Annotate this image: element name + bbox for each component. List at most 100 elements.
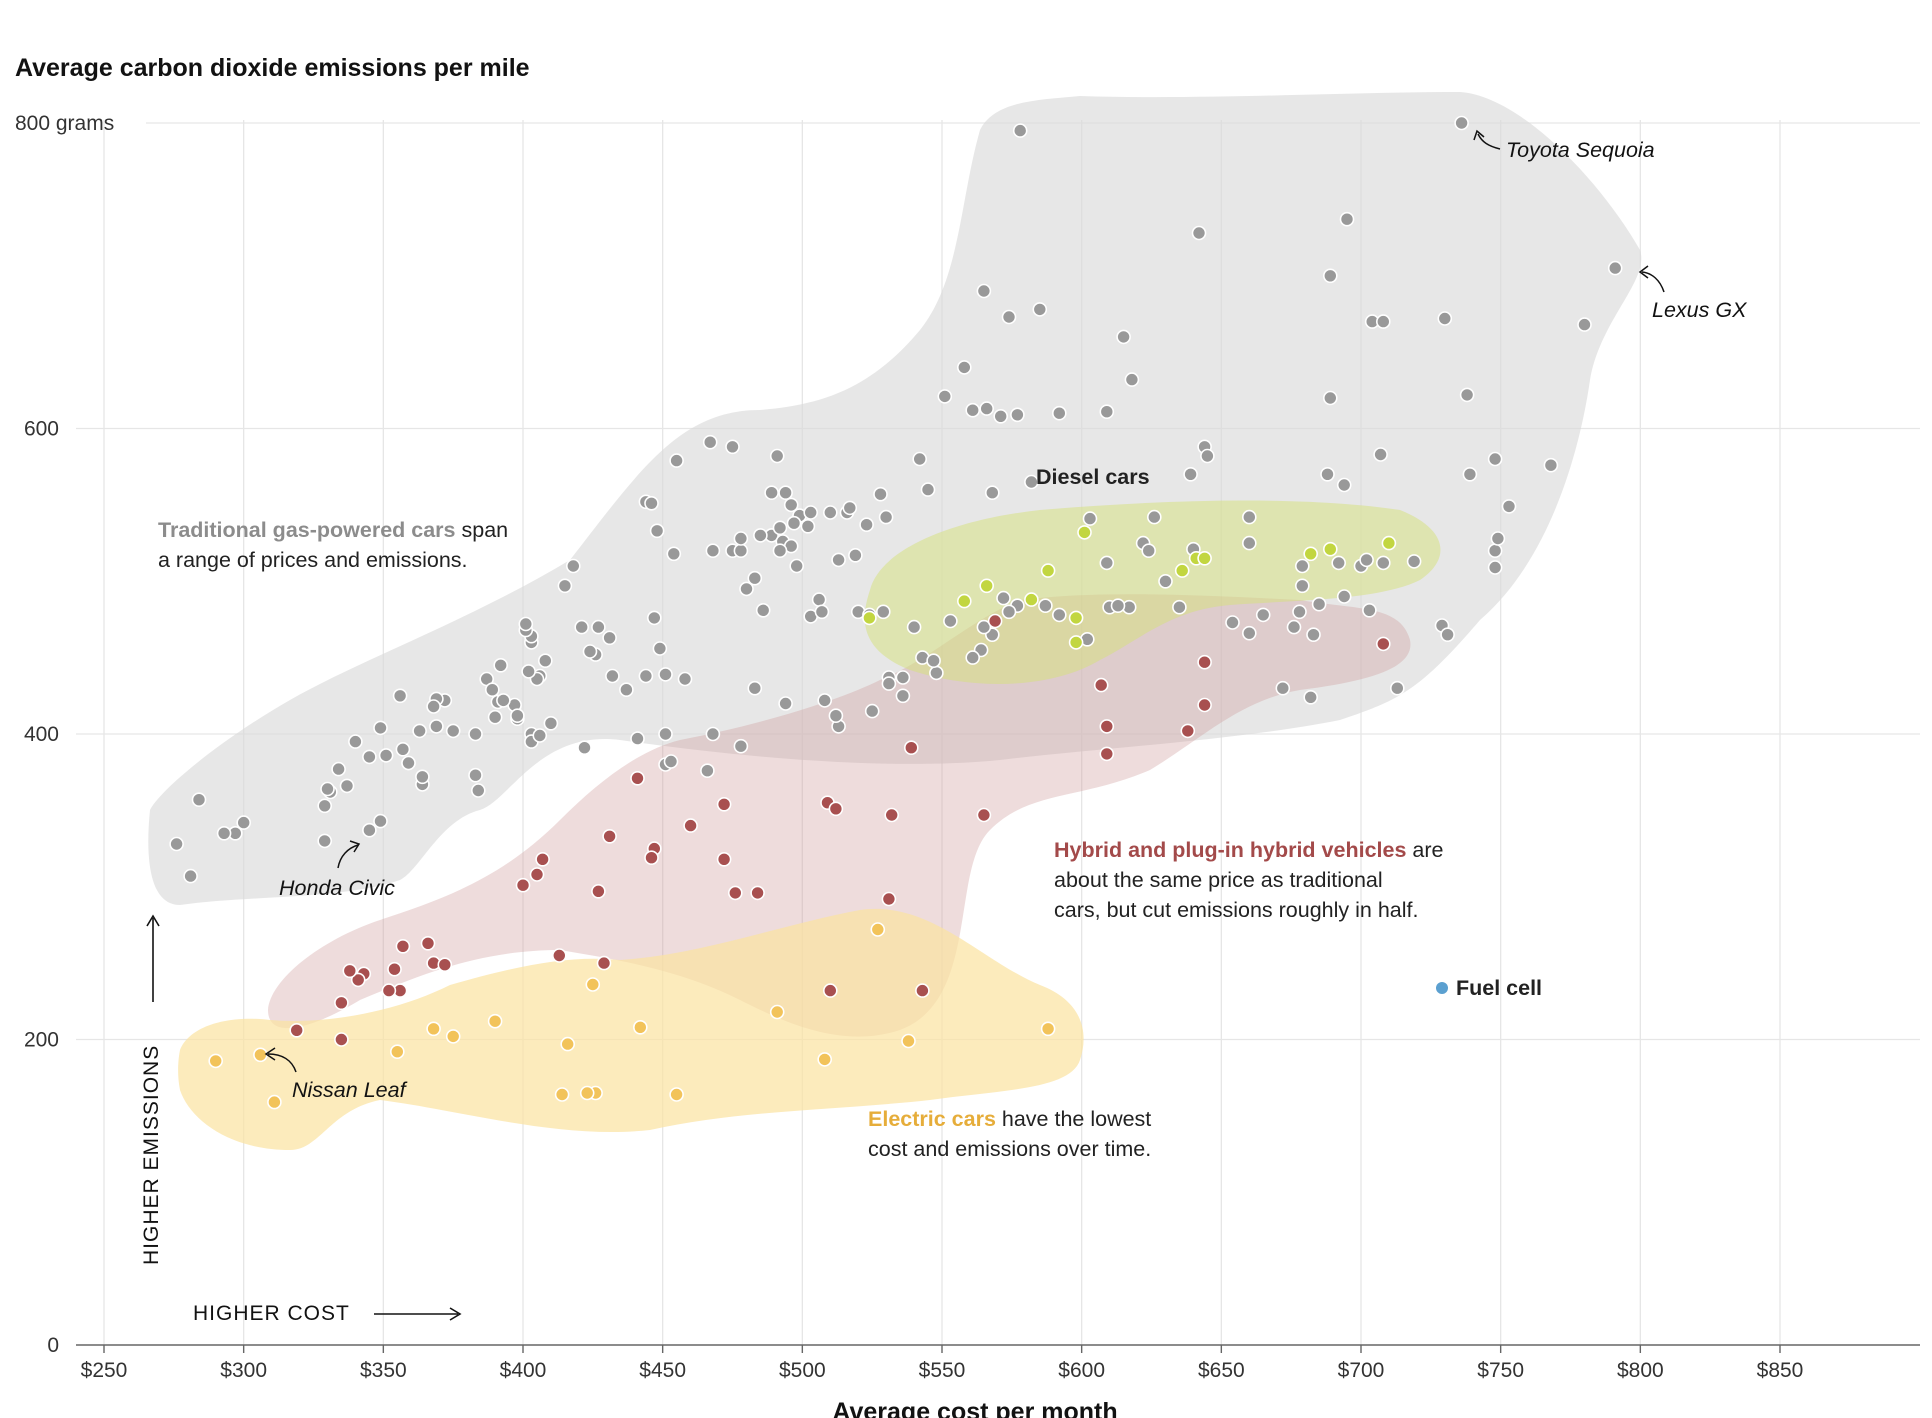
data-point: [510, 708, 525, 724]
data-point: [901, 1033, 916, 1049]
data-point: [1390, 680, 1405, 696]
data-point: [1093, 677, 1109, 693]
data-point: [811, 592, 827, 607]
data-point: [727, 885, 743, 901]
data-point: [1197, 697, 1212, 713]
x-axis-label: Average cost per month: [832, 1398, 1117, 1418]
data-point: [644, 495, 659, 511]
data-point: [1077, 525, 1092, 540]
data-point: [976, 283, 992, 299]
data-point: [1038, 598, 1053, 614]
data-point: [1490, 531, 1506, 546]
hybrid-annotation: Hybrid and plug-in hybrid vehicles are: [1054, 838, 1443, 862]
data-point: [862, 610, 877, 626]
data-point: [387, 961, 402, 977]
y-tick-label: 800 grams: [15, 112, 114, 135]
data-point: [582, 644, 598, 659]
data-point: [1295, 558, 1310, 574]
x-tick-label: $650: [1198, 1359, 1245, 1382]
data-point: [381, 983, 397, 998]
data-point: [669, 1087, 684, 1102]
data-point: [216, 825, 232, 841]
data-point: [979, 578, 995, 594]
data-point: [1437, 311, 1453, 326]
data-point: [169, 836, 184, 852]
x-tick-label: $850: [1757, 1359, 1804, 1382]
electric-annotation-line2: cost and emissions over time.: [868, 1137, 1151, 1161]
callout-lexus-gx: Lexus GX: [1638, 265, 1748, 322]
data-point: [554, 1087, 570, 1102]
data-point: [828, 708, 844, 724]
higher-emissions-arrow: [146, 914, 160, 1002]
higher-cost-label: HIGHER COST: [193, 1302, 350, 1325]
x-tick-label: $700: [1338, 1359, 1385, 1382]
data-point: [1459, 387, 1475, 403]
data-point: [339, 778, 355, 794]
data-point: [529, 867, 545, 882]
data-point: [1225, 615, 1240, 630]
data-point: [445, 723, 461, 739]
data-point: [395, 938, 411, 954]
data-point: [632, 1020, 648, 1035]
data-point: [1200, 448, 1215, 464]
series-traditional-gas-powered-cars: [169, 115, 1623, 884]
data-point: [1373, 447, 1388, 462]
data-point: [996, 590, 1011, 606]
gas-annotation-bold: Traditional gas-powered cars: [158, 518, 456, 542]
data-point: [560, 1036, 576, 1052]
x-tick-label: $400: [500, 1359, 547, 1382]
data-point: [1068, 610, 1084, 626]
data-point: [822, 983, 838, 998]
data-point: [1183, 466, 1198, 482]
y-tick-labels: 0 200 400 600 800 grams: [15, 112, 114, 1357]
data-point: [395, 741, 411, 757]
y-tick-label: 0: [47, 1334, 59, 1357]
data-point: [800, 518, 816, 534]
data-point: [965, 650, 981, 665]
x-tick-label: $550: [919, 1359, 966, 1382]
data-point: [822, 505, 838, 520]
data-point: [1454, 115, 1469, 131]
data-point: [956, 360, 972, 375]
data-point: [518, 616, 534, 632]
category-regions: [148, 92, 1642, 1150]
data-point: [1147, 509, 1162, 525]
fuel-cell-label: Fuel cell: [1456, 976, 1542, 1000]
data-point: [320, 781, 335, 797]
data-point: [605, 668, 620, 684]
data-point: [658, 667, 673, 682]
data-point: [842, 500, 858, 516]
data-point: [596, 955, 612, 971]
data-point: [828, 801, 844, 817]
data-point: [638, 668, 654, 684]
data-point: [1303, 546, 1318, 562]
data-point: [1311, 596, 1327, 612]
callout-label-toyota: Toyota Sequoia: [1506, 138, 1655, 162]
data-point: [803, 505, 819, 520]
data-point: [585, 977, 601, 992]
data-point: [1099, 404, 1115, 420]
callout-label-honda: Honda Civic: [279, 876, 395, 900]
higher-emissions-label: HIGHER EMISSIONS: [140, 1045, 163, 1265]
data-point: [577, 740, 592, 756]
hybrid-region: [268, 594, 1411, 1037]
data-point: [1141, 543, 1156, 559]
data-point: [1110, 598, 1126, 614]
data-point: [1440, 627, 1455, 643]
chart-title: Average carbon dioxide emissions per mil…: [15, 54, 530, 82]
x-tick-label: $450: [639, 1359, 686, 1382]
data-point: [702, 434, 718, 450]
data-point: [750, 885, 765, 901]
x-tick-label: $250: [81, 1359, 128, 1382]
fuel-cell-legend-dot: [1436, 982, 1448, 994]
data-point: [1359, 552, 1374, 568]
data-point: [426, 699, 441, 714]
data-point: [236, 815, 251, 830]
data-point: [873, 486, 888, 502]
data-point: [906, 619, 922, 635]
data-point: [666, 546, 682, 562]
callout-label-nissan: Nissan Leaf: [292, 1078, 408, 1102]
data-point: [1124, 372, 1140, 387]
data-point: [987, 613, 1003, 629]
data-point: [1024, 592, 1039, 607]
